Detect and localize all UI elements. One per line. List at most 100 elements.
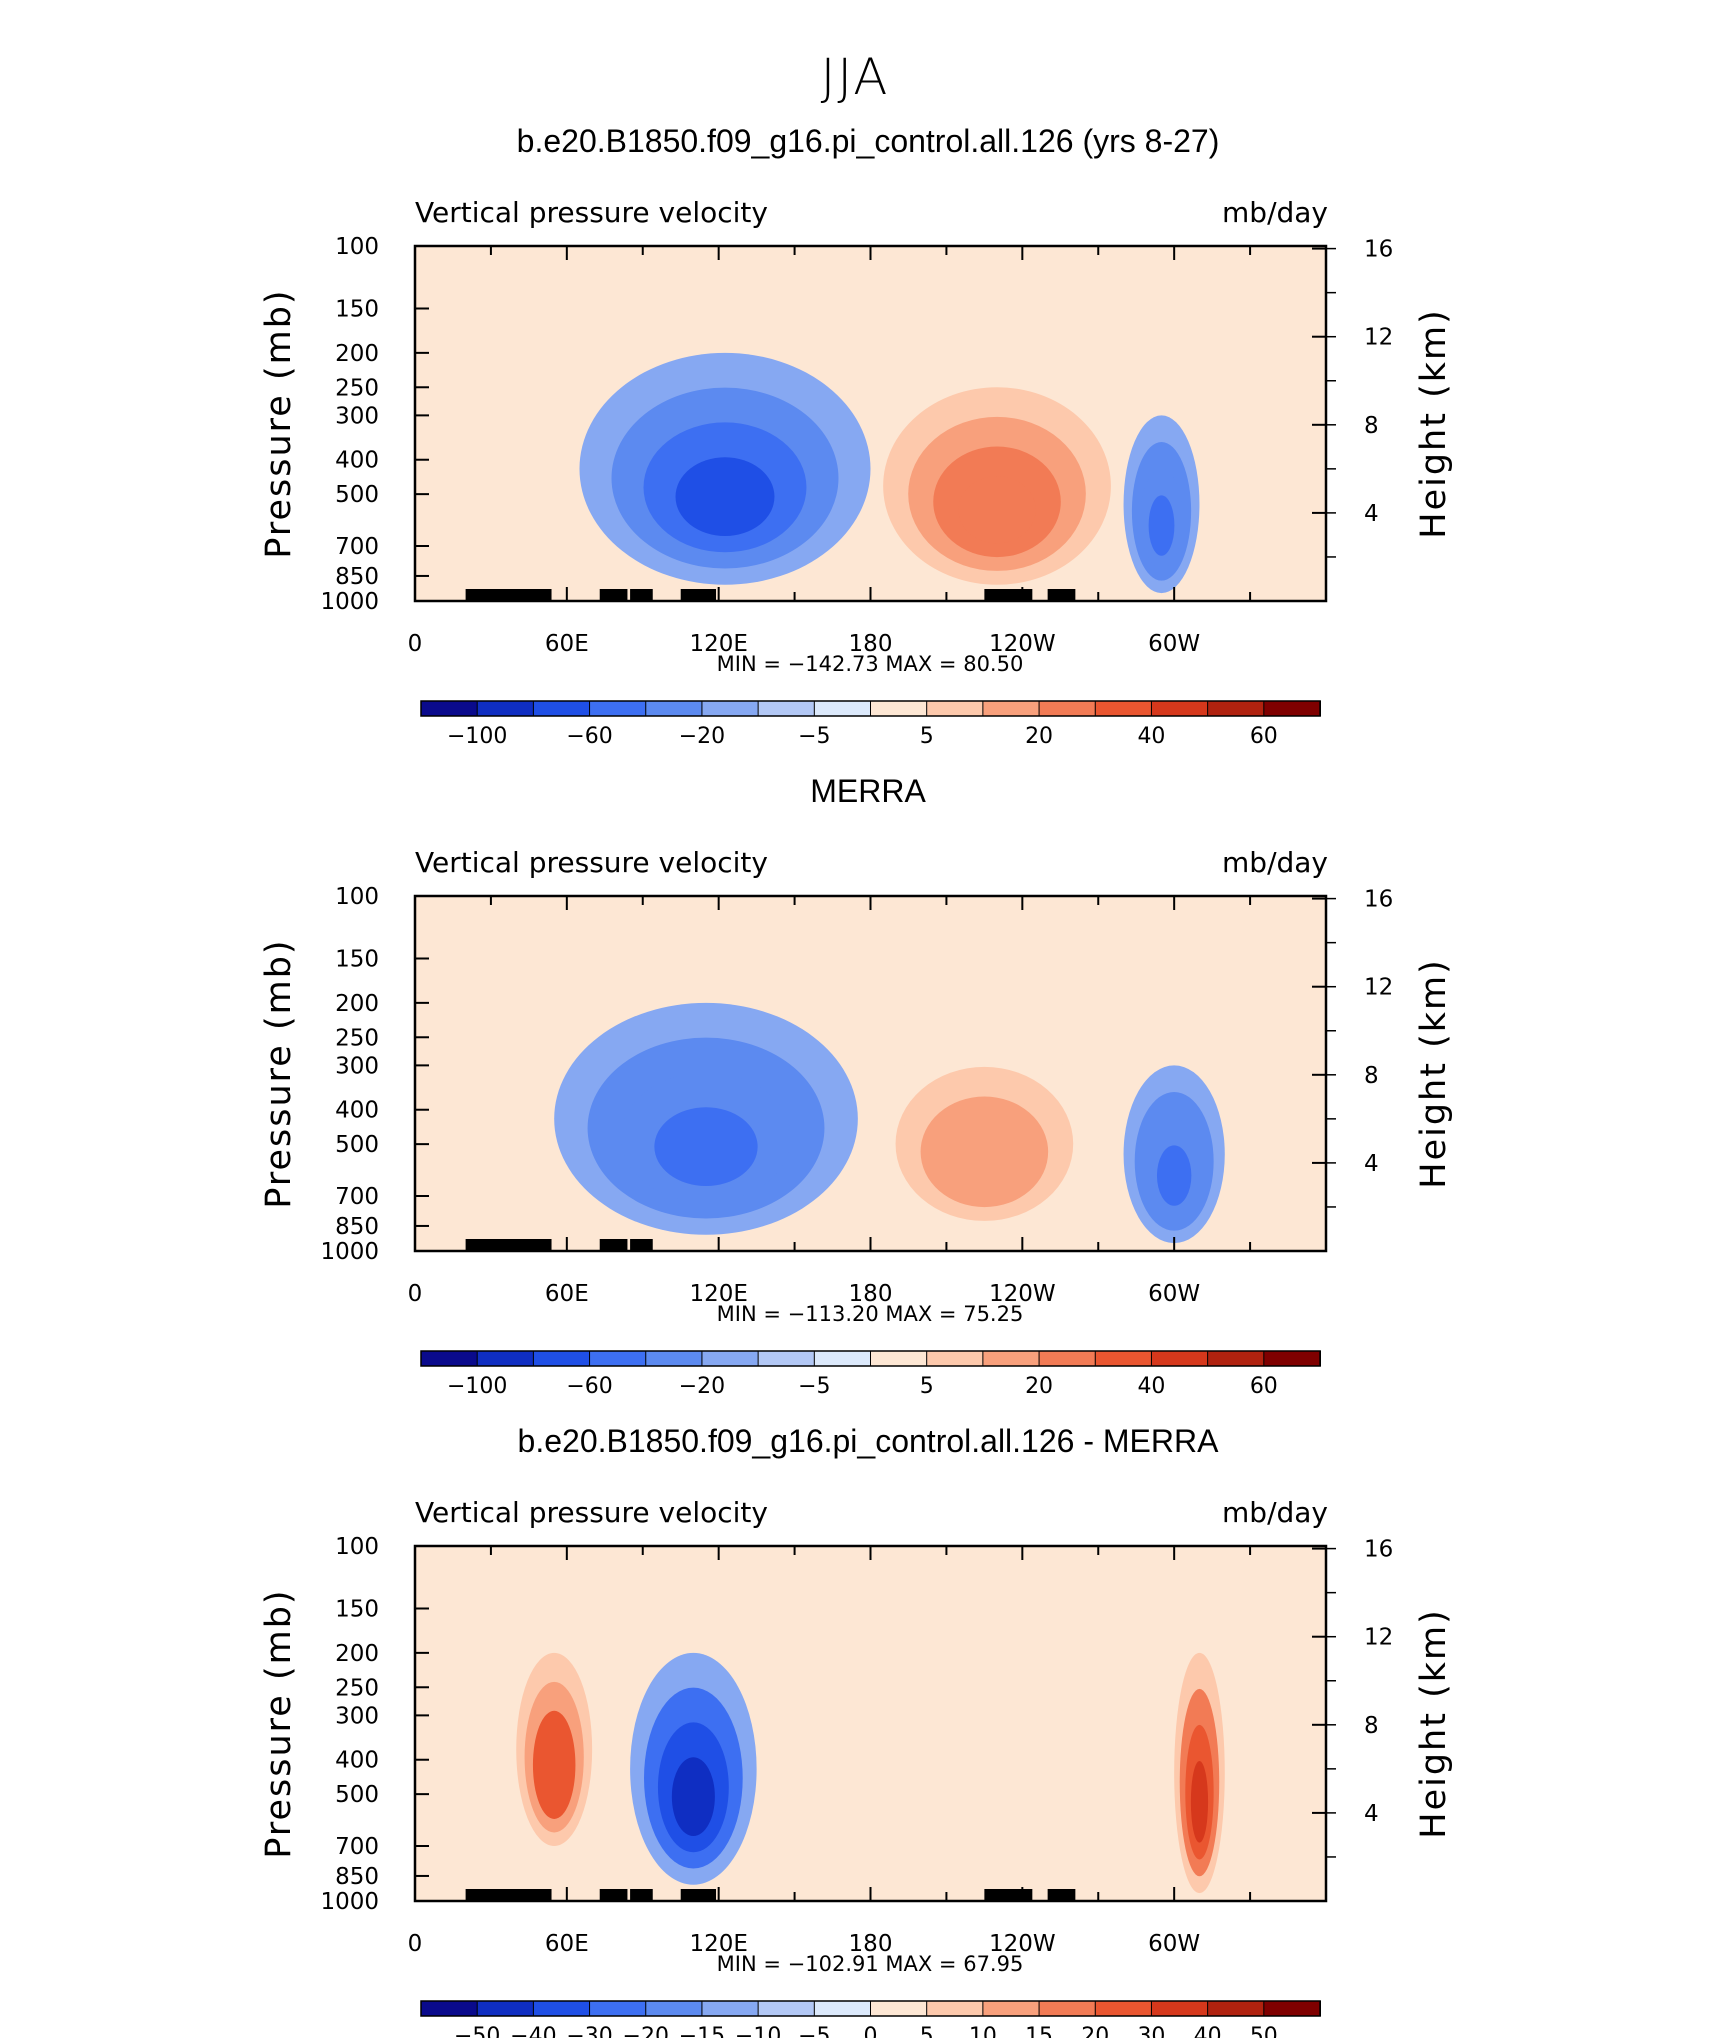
colorbar-swatch bbox=[813, 700, 872, 717]
topography-mask bbox=[599, 589, 628, 601]
y-tick-label: 1000 bbox=[320, 1239, 379, 1265]
y2-tick-label: 16 bbox=[1364, 1537, 1393, 1563]
colorbar-swatch bbox=[476, 2000, 535, 2017]
x-tick-label: 120E bbox=[689, 1281, 747, 1307]
topography-mask bbox=[984, 589, 1033, 601]
y-tick-label: 250 bbox=[335, 1675, 379, 1701]
colorbar-label: −60 bbox=[566, 1374, 612, 1399]
colorbar-label: −20 bbox=[679, 724, 725, 749]
colorbar-swatch bbox=[870, 2000, 928, 2017]
min-max-stats: MIN = −142.73 MAX = 80.50 bbox=[717, 652, 1024, 676]
colorbar-label: 20 bbox=[1025, 1374, 1053, 1399]
y-tick-label: 150 bbox=[335, 947, 379, 973]
topography-mask bbox=[630, 1239, 653, 1251]
variable-label: Vertical pressure velocity bbox=[415, 196, 768, 229]
colorbar-label: −15 bbox=[679, 2024, 725, 2038]
y-tick-label: 100 bbox=[335, 884, 379, 910]
y2-tick-label: 8 bbox=[1364, 1063, 1379, 1089]
colorbar-swatch bbox=[476, 1350, 535, 1367]
colorbar-label: −20 bbox=[623, 2024, 669, 2038]
colorbar-swatch bbox=[1150, 2000, 1209, 2017]
colorbar-swatch bbox=[982, 2000, 1041, 2017]
y-tick-label: 200 bbox=[335, 341, 379, 367]
colorbar-swatch bbox=[1038, 1350, 1097, 1367]
colorbar-swatch bbox=[757, 700, 816, 717]
y-tick-label: 150 bbox=[335, 1597, 379, 1623]
y-axis-label: Pressure (mb) bbox=[259, 1588, 299, 1858]
colorbar-label: 10 bbox=[969, 2024, 997, 2038]
colorbar-swatch bbox=[1094, 1350, 1153, 1367]
y-tick-label: 1000 bbox=[320, 1889, 379, 1915]
colorbar-swatch bbox=[420, 700, 479, 717]
colorbar-swatch bbox=[1094, 700, 1153, 717]
colorbar-swatch bbox=[701, 1350, 760, 1367]
colorbar-label: 40 bbox=[1194, 2024, 1222, 2038]
colorbar-swatch bbox=[701, 700, 760, 717]
contour-field bbox=[415, 246, 1326, 601]
colorbar-swatch bbox=[532, 2000, 591, 2017]
colorbar-swatch bbox=[1207, 1350, 1265, 1367]
colorbar-swatch bbox=[1263, 700, 1321, 717]
x-tick-label: 60E bbox=[545, 631, 589, 657]
y2-tick-label: 12 bbox=[1364, 325, 1393, 351]
x-tick-label: 60E bbox=[545, 1931, 589, 1957]
y-tick-label: 250 bbox=[335, 1025, 379, 1051]
y2-tick-label: 12 bbox=[1364, 1625, 1393, 1651]
colorbar-label: 5 bbox=[920, 724, 934, 749]
y-tick-label: 300 bbox=[335, 1053, 379, 1079]
x-tick-label: 180 bbox=[849, 1931, 893, 1957]
y2-tick-label: 12 bbox=[1364, 975, 1393, 1001]
colorbar-swatch bbox=[757, 1350, 816, 1367]
x-tick-label: 60E bbox=[545, 1281, 589, 1307]
colorbar-swatch bbox=[420, 1350, 479, 1367]
y-tick-label: 200 bbox=[335, 991, 379, 1017]
y-axis-label: Pressure (mb) bbox=[259, 288, 299, 558]
x-tick-label: 0 bbox=[408, 1931, 423, 1957]
topography-mask bbox=[984, 1889, 1033, 1901]
topography-mask bbox=[599, 1239, 628, 1251]
y2-tick-label: 16 bbox=[1364, 237, 1393, 263]
min-max-stats: MIN = −102.91 MAX = 67.95 bbox=[717, 1952, 1024, 1976]
colorbar-swatch bbox=[1207, 2000, 1265, 2017]
colorbar-label: −20 bbox=[679, 1374, 725, 1399]
topography-mask bbox=[465, 589, 552, 601]
y-tick-label: 100 bbox=[335, 234, 379, 260]
y-tick-label: 300 bbox=[335, 1703, 379, 1729]
y-tick-label: 400 bbox=[335, 1748, 379, 1774]
colorbar-swatch bbox=[870, 1350, 928, 1367]
colorbar-swatch bbox=[982, 1350, 1041, 1367]
colorbar-swatch bbox=[813, 2000, 872, 2017]
colorbar-frame bbox=[420, 1350, 1321, 1367]
colorbar-label: −5 bbox=[798, 1374, 830, 1399]
contour-feature-3 bbox=[1190, 1760, 1209, 1843]
colorbar-swatch bbox=[1150, 1350, 1209, 1367]
colorbar-label: 0 bbox=[864, 2024, 878, 2038]
colorbar-label: 20 bbox=[1025, 724, 1053, 749]
contour-feature-2 bbox=[945, 1126, 1024, 1194]
y-tick-label: 300 bbox=[335, 403, 379, 429]
panel-2: MERRA Vertical pressure velocity mb/day 100… bbox=[259, 773, 1454, 1399]
panel-title: b.e20.B1850.f09_g16.pi_control.all.126 (… bbox=[517, 123, 1220, 159]
panel-3: b.e20.B1850.f09_g16.pi_control.all.126 -… bbox=[259, 1423, 1454, 2043]
x-tick-label: 120W bbox=[989, 631, 1056, 657]
colorbar-swatch bbox=[757, 2000, 816, 2017]
topography-mask bbox=[465, 1239, 552, 1251]
contour-field bbox=[415, 1546, 1326, 1901]
colorbar-label: 5 bbox=[920, 1374, 934, 1399]
topography-mask bbox=[599, 1889, 628, 1901]
colorbar-swatch bbox=[982, 700, 1041, 717]
colorbar-swatch bbox=[701, 2000, 760, 2017]
y-tick-label: 700 bbox=[335, 1184, 379, 1210]
colorbar-label: −60 bbox=[566, 724, 612, 749]
colorbar-label: −100 bbox=[447, 1374, 507, 1399]
x-tick-label: 0 bbox=[408, 1281, 423, 1307]
figure-title: JJA bbox=[821, 48, 890, 106]
colorbar-label: 50 bbox=[1250, 2024, 1278, 2038]
colorbar-label: 60 bbox=[1250, 724, 1278, 749]
y2-tick-label: 4 bbox=[1364, 1151, 1379, 1177]
x-tick-label: 0 bbox=[408, 631, 423, 657]
panel-title: MERRA bbox=[810, 773, 926, 809]
x-tick-label: 180 bbox=[849, 1281, 893, 1307]
y-tick-label: 400 bbox=[335, 448, 379, 474]
